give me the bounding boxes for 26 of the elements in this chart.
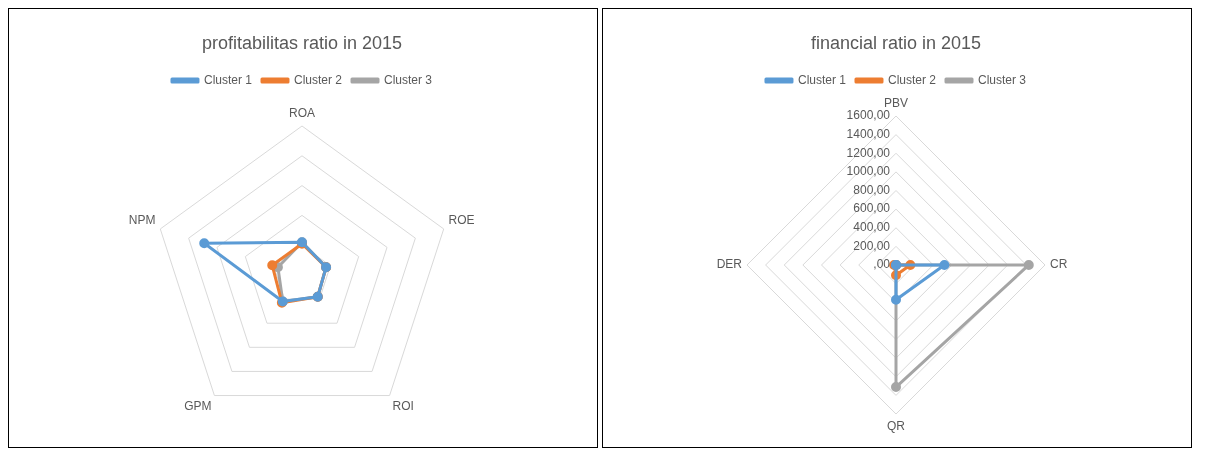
legend-label: Cluster 1 xyxy=(203,72,253,87)
spoke-label: DER xyxy=(716,257,743,272)
spoke-label: ROE xyxy=(448,212,475,227)
y-tick-label: 1400,00 xyxy=(846,126,891,141)
chart-title: profitabilitas ratio in 2015 xyxy=(201,32,403,53)
legend-label: Cluster 1 xyxy=(797,72,847,87)
y-tick-label: 1600,00 xyxy=(846,108,891,123)
y-tick-label: 200,00 xyxy=(853,238,891,253)
spoke-label: GPM xyxy=(184,399,212,414)
chart-title: financial ratio in 2015 xyxy=(810,32,982,53)
y-tick-label: 1000,00 xyxy=(846,164,891,179)
spoke-label: ROI xyxy=(392,399,414,414)
y-tick-label: 600,00 xyxy=(853,201,891,216)
spoke-label: PBV xyxy=(883,96,909,111)
spoke-label: ROA xyxy=(288,106,316,121)
legend-label: Cluster 2 xyxy=(887,72,937,87)
spoke-label: NPM xyxy=(128,212,156,227)
spoke-label: QR xyxy=(887,418,906,433)
spoke-label: CR xyxy=(1050,257,1068,272)
y-tick-label: ,00 xyxy=(873,257,891,272)
y-tick-label: 1200,00 xyxy=(846,145,891,160)
legend-label: Cluster 3 xyxy=(384,72,433,87)
legend-label: Cluster 2 xyxy=(293,72,343,87)
y-tick-label: 400,00 xyxy=(853,220,891,235)
legend-label: Cluster 3 xyxy=(978,72,1027,87)
y-tick-label: 800,00 xyxy=(853,182,891,197)
